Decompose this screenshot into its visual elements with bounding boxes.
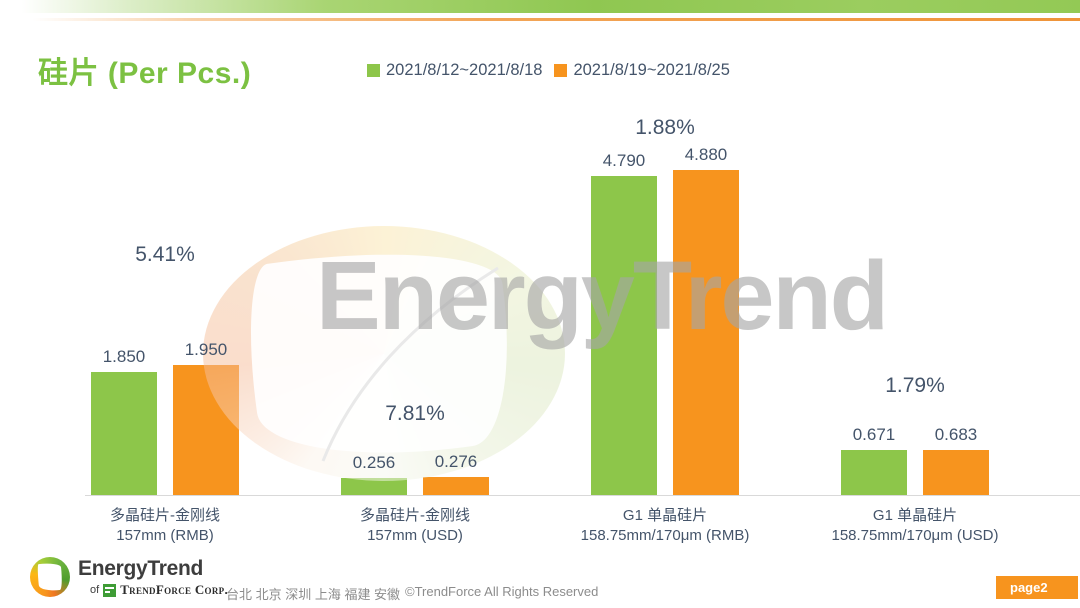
- bar-group-2: 7.81% 0.256 0.276 多晶硅片-金刚线 157mm (USD): [290, 0, 540, 608]
- legend-swatch-orange-icon: [554, 64, 568, 77]
- percent-change-label: 7.81%: [385, 402, 445, 425]
- bar-week1: [591, 175, 657, 495]
- bar-value-label: 4.790: [602, 150, 646, 170]
- legend-label-week1: 2021/8/12~2021/8/18: [386, 61, 543, 79]
- bar-group-1: 5.41% 1.850 1.950 多晶硅片-金刚线 157mm (RMB): [40, 0, 290, 608]
- bar-with-label: 1.950: [173, 340, 239, 495]
- bar-week1: [841, 450, 907, 495]
- bar-value-label: 0.276: [434, 451, 478, 471]
- category-line1: 多晶硅片-金刚线: [110, 507, 220, 524]
- bar-week1: [341, 477, 407, 495]
- chart-legend: 2021/8/12~2021/8/18 2021/8/19~2021/8/25: [367, 61, 730, 80]
- bar-with-label: 4.790: [591, 151, 657, 495]
- legend-item-week2: 2021/8/19~2021/8/25: [554, 61, 730, 80]
- bar-week1: [91, 371, 157, 495]
- category-line1: G1 单晶硅片: [872, 507, 958, 524]
- bar-with-label: 0.671: [841, 425, 907, 495]
- bar-week2: [423, 476, 489, 495]
- legend-label-week2: 2021/8/19~2021/8/25: [573, 61, 730, 79]
- bar-value-label: 1.850: [102, 346, 146, 366]
- category-label: G1 单晶硅片 158.75mm/170μm (USD): [790, 506, 1040, 547]
- percent-change-label: 5.41%: [135, 243, 195, 266]
- page-title: 硅片 (Per Pcs.): [38, 57, 252, 90]
- bar-value-label: 0.671: [852, 425, 896, 445]
- bar-with-label: 4.880: [673, 145, 739, 495]
- bar-week2: [923, 449, 989, 495]
- footer-cities: 台北 北京 深圳 上海 福建 安徽: [226, 587, 401, 602]
- bar-value-label: 1.950: [184, 340, 228, 359]
- category-line2: 158.75mm/170μm (USD): [831, 527, 999, 545]
- category-line2: 157mm (USD): [367, 527, 463, 545]
- logo-title: EnergyTrend: [78, 557, 204, 580]
- legend-item-week1: 2021/8/12~2021/8/18: [367, 61, 542, 80]
- logo-subtitle: of TrendForce Corp.: [90, 582, 228, 598]
- category-line1: G1 单晶硅片: [622, 507, 708, 524]
- bar-pair: 1.850 1.950: [40, 340, 290, 495]
- bar-group-4: 1.79% 0.671 0.683 G1 单晶硅片 158.75mm/170μm (US…: [790, 0, 1040, 608]
- bar-value-label: 4.880: [684, 144, 728, 164]
- legend-swatch-green-icon: [367, 64, 380, 77]
- energytrend-logo: EnergyTrend of TrendForce Corp.: [30, 557, 228, 598]
- percent-change-label: 1.79%: [885, 374, 945, 397]
- bar-week2: [673, 169, 739, 495]
- bar-week2: [173, 365, 239, 495]
- page-number-badge: page2: [996, 576, 1078, 599]
- bar-with-label: 1.850: [91, 347, 157, 495]
- category-line2: 158.75mm/170μm (RMB): [580, 527, 750, 545]
- top-green-band: [0, 0, 1080, 13]
- percent-change-label: 1.88%: [635, 116, 695, 139]
- bar-value-label: 0.683: [934, 424, 978, 444]
- bar-pair: 4.790 4.880: [540, 145, 790, 495]
- footer-copyright: ©TrendForce All Rights Reserved: [405, 584, 599, 599]
- bar-pair: 0.256 0.276: [290, 452, 540, 495]
- bar-group-3: 1.88% 4.790 4.880 G1 单晶硅片 158.75mm/170μm (RM…: [540, 0, 790, 608]
- bar-pair: 0.671 0.683: [790, 424, 1040, 495]
- logo-of-text: of: [90, 584, 100, 597]
- bar-with-label: 0.256: [341, 453, 407, 495]
- bar-with-label: 0.683: [923, 424, 989, 495]
- bar-with-label: 0.276: [423, 452, 489, 495]
- category-label: 多晶硅片-金刚线 157mm (RMB): [40, 506, 290, 547]
- energytrend-logo-leaf-icon: [30, 557, 70, 597]
- logo-corp-text: TrendForce Corp.: [120, 582, 228, 598]
- energytrend-logo-text: EnergyTrend of TrendForce Corp.: [78, 557, 228, 598]
- category-line2: 157mm (RMB): [116, 527, 214, 545]
- trendforce-square-icon: [103, 583, 117, 597]
- bar-chart: 5.41% 1.850 1.950 多晶硅片-金刚线 157mm (RMB) 7.81% 0…: [40, 0, 1080, 608]
- bar-value-label: 0.256: [352, 452, 396, 472]
- category-line1: 多晶硅片-金刚线: [360, 507, 470, 524]
- top-orange-line: [0, 18, 1080, 21]
- category-label: 多晶硅片-金刚线 157mm (USD): [290, 506, 540, 547]
- category-label: G1 单晶硅片 158.75mm/170μm (RMB): [540, 506, 790, 547]
- x-axis-line: [85, 495, 1080, 496]
